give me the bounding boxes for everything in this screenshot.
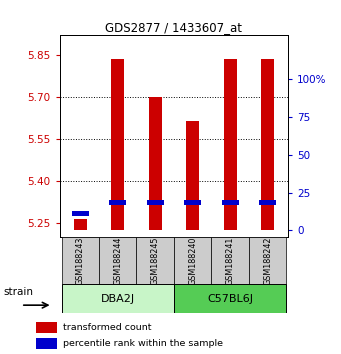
Bar <box>259 200 276 205</box>
Bar <box>249 237 286 285</box>
Text: GSM188245: GSM188245 <box>151 237 160 285</box>
Bar <box>184 200 201 205</box>
Bar <box>61 237 99 285</box>
Text: GSM188241: GSM188241 <box>226 237 235 285</box>
Bar <box>147 200 164 205</box>
Text: GSM188242: GSM188242 <box>263 237 272 285</box>
Text: strain: strain <box>3 287 33 297</box>
Bar <box>99 237 136 285</box>
Text: GSM188244: GSM188244 <box>113 237 122 285</box>
Bar <box>36 338 57 349</box>
Bar <box>261 59 274 230</box>
Bar <box>136 237 174 285</box>
Bar <box>36 322 57 333</box>
Bar <box>72 211 89 216</box>
Text: GSM188240: GSM188240 <box>188 237 197 285</box>
Bar <box>149 97 162 230</box>
Title: GDS2877 / 1433607_at: GDS2877 / 1433607_at <box>105 21 242 34</box>
Bar <box>211 237 249 285</box>
Text: percentile rank within the sample: percentile rank within the sample <box>63 339 223 348</box>
Bar <box>174 237 211 285</box>
Bar <box>111 59 124 230</box>
Bar <box>174 284 286 313</box>
Text: C57BL6J: C57BL6J <box>207 294 253 304</box>
Bar <box>61 284 174 313</box>
Bar <box>74 219 87 230</box>
Text: DBA2J: DBA2J <box>101 294 135 304</box>
Text: transformed count: transformed count <box>63 323 152 332</box>
Bar <box>222 200 238 205</box>
Text: GSM188243: GSM188243 <box>76 237 85 285</box>
Bar <box>109 200 126 205</box>
Bar <box>224 59 237 230</box>
Bar <box>186 121 199 230</box>
